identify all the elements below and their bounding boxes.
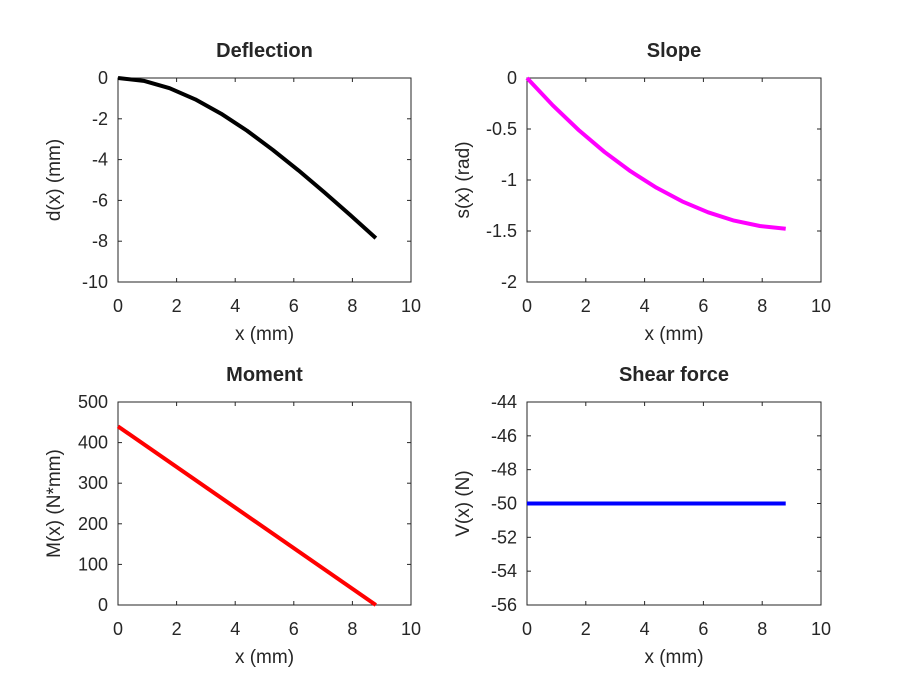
x-axis-label: x (mm) — [644, 324, 703, 345]
y-tick-label: -46 — [491, 426, 517, 446]
x-tick-label: 6 — [698, 619, 708, 639]
x-tick-label: 8 — [757, 296, 767, 316]
x-tick-label: 4 — [230, 619, 240, 639]
y-tick-label: -6 — [92, 190, 108, 210]
x-tick-label: 2 — [172, 296, 182, 316]
chart-panel-2: Slope 0 2 4 6 8 10 0 -0.5 -1 -1.5 -2 x (mm) s(x) (rad… — [453, 40, 831, 345]
y-tick-label: 0 — [98, 68, 108, 88]
y-axis-label: M(x) (N*mm) — [44, 449, 65, 558]
y-tick-label: -2 — [92, 109, 108, 129]
plot-frame — [117, 401, 412, 606]
chart-panel-1: Deflection 0 2 4 6 8 10 0 -2 -4 -6 -8 -10 x (mm) d(x) … — [44, 40, 421, 345]
y-tick-label: 0 — [98, 595, 108, 615]
y-tick-label: -10 — [82, 272, 108, 292]
x-tick-label: 4 — [640, 619, 650, 639]
x-tick-label: 2 — [172, 619, 182, 639]
x-tick-label: 6 — [289, 296, 299, 316]
x-tick-label: 10 — [401, 296, 421, 316]
y-tick-label: -52 — [491, 527, 517, 547]
chart-title: Shear force — [619, 364, 729, 386]
x-tick-label: 2 — [581, 296, 591, 316]
y-tick-label: 500 — [78, 392, 108, 412]
x-tick-label: 2 — [581, 619, 591, 639]
x-tick-label: 0 — [113, 296, 123, 316]
y-tick-label: -44 — [491, 392, 517, 412]
series-line — [116, 424, 377, 607]
x-axis-label: x (mm) — [644, 647, 703, 668]
x-tick-label: 6 — [698, 296, 708, 316]
y-tick-label: -48 — [491, 460, 517, 480]
x-tick-label: 8 — [347, 619, 357, 639]
y-tick-label: 100 — [78, 554, 108, 574]
y-tick-label: -54 — [491, 561, 517, 581]
series-line — [117, 76, 378, 240]
plot-frame — [117, 77, 412, 283]
chart-title: Moment — [226, 364, 303, 386]
y-axis-label: s(x) (rad) — [453, 141, 474, 218]
y-tick-label: -4 — [92, 150, 108, 170]
x-tick-label: 4 — [640, 296, 650, 316]
chart-title: Slope — [647, 40, 701, 62]
y-tick-label: 400 — [78, 433, 108, 453]
x-tick-label: 0 — [113, 619, 123, 639]
x-tick-label: 8 — [757, 619, 767, 639]
series-line — [525, 76, 786, 231]
y-tick-label: -1.5 — [486, 221, 517, 241]
x-axis-label: x (mm) — [235, 647, 294, 668]
x-tick-label: 0 — [522, 619, 532, 639]
y-tick-label: 300 — [78, 473, 108, 493]
x-tick-label: 0 — [522, 296, 532, 316]
y-tick-label: -1 — [501, 170, 517, 190]
plot-frame — [526, 77, 822, 283]
x-tick-label: 10 — [811, 296, 831, 316]
x-axis-label: x (mm) — [235, 324, 294, 345]
y-tick-label: 200 — [78, 514, 108, 534]
y-axis-label: d(x) (mm) — [44, 139, 65, 221]
x-tick-label: 6 — [289, 619, 299, 639]
y-tick-label: -56 — [491, 595, 517, 615]
y-tick-label: -50 — [491, 494, 517, 514]
x-tick-label: 4 — [230, 296, 240, 316]
x-tick-label: 10 — [811, 619, 831, 639]
chart-panel-4: Shear force 0 2 4 6 8 10 -44 -46 -48 -50 -52 -54 -56 x… — [453, 364, 831, 668]
y-tick-label: -2 — [501, 272, 517, 292]
y-tick-label: -0.5 — [486, 119, 517, 139]
x-tick-label: 10 — [401, 619, 421, 639]
y-tick-label: 0 — [507, 68, 517, 88]
y-tick-label: -8 — [92, 231, 108, 251]
chart-title: Deflection — [216, 40, 313, 62]
x-tick-label: 8 — [347, 296, 357, 316]
y-axis-label: V(x) (N) — [453, 470, 474, 536]
